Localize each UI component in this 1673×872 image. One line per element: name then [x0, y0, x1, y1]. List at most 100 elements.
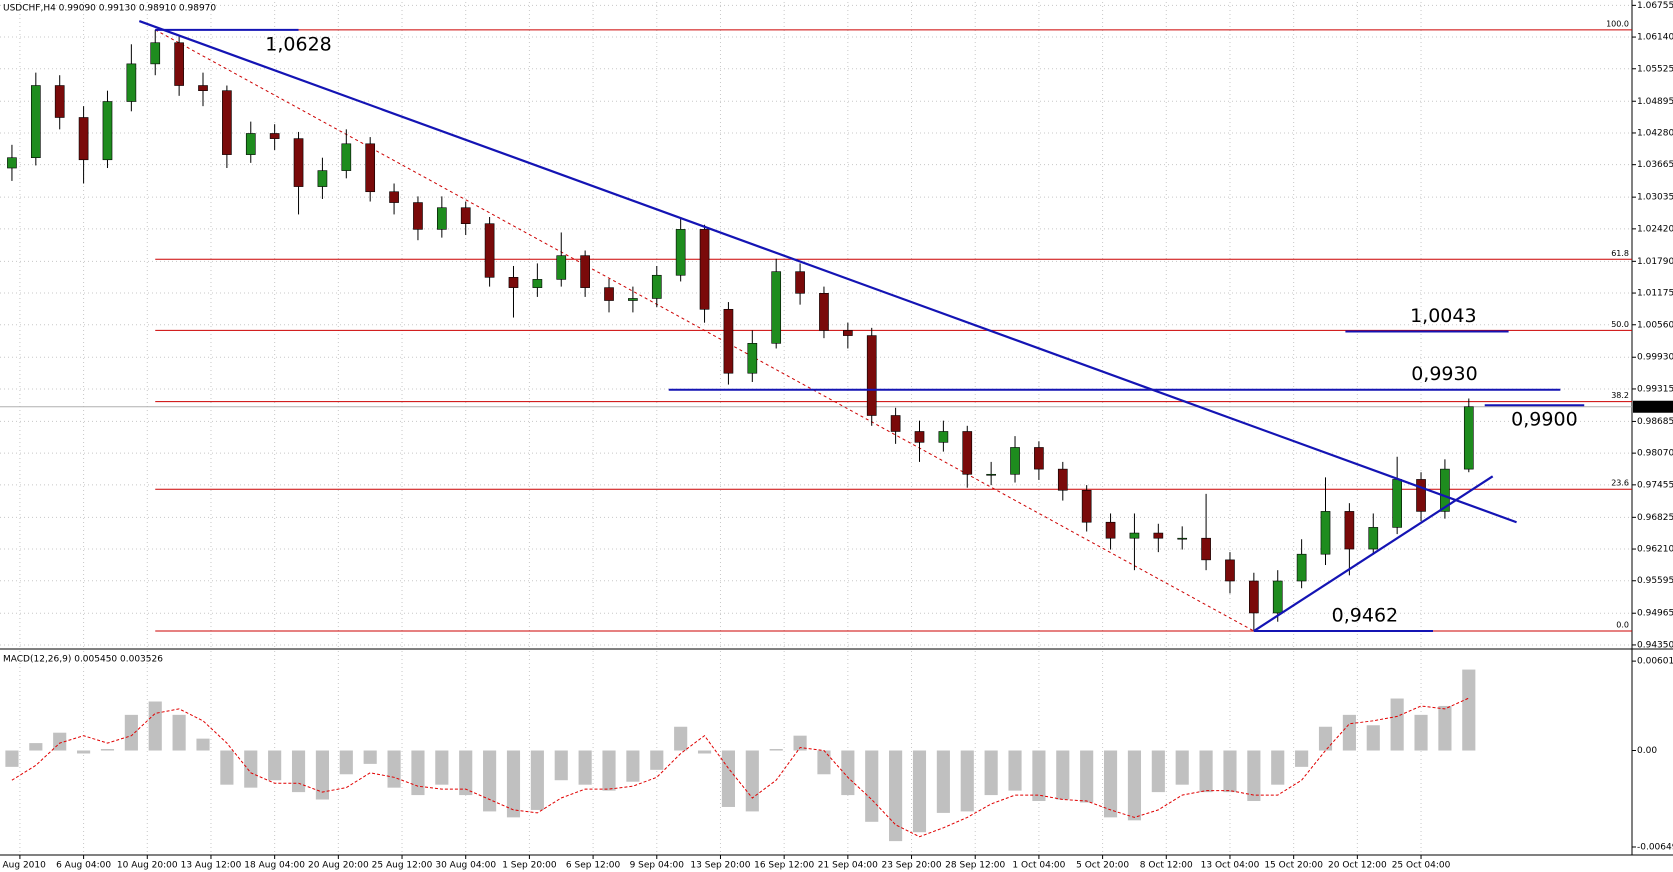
candle-body [914, 431, 925, 443]
candle-body [1153, 532, 1164, 539]
macd-bar [1462, 669, 1476, 751]
candle-body [819, 293, 829, 331]
macd-bar [554, 750, 568, 781]
trendline [138, 20, 1517, 524]
macd-bar [1056, 750, 1070, 800]
x-tick-label: 20 Oct 12:00 [1328, 861, 1387, 871]
macd-bar [602, 750, 616, 791]
x-tick-label: 16 Sep 12:00 [754, 861, 814, 871]
candle-body [1440, 468, 1450, 512]
candle-body [771, 271, 782, 344]
y-tick-label: 0.00 [1637, 746, 1657, 756]
y-tick-label: 0.99315 [1637, 384, 1673, 394]
macd-bar [841, 750, 855, 796]
candle-body [1010, 447, 1020, 475]
macd-bar [1008, 750, 1022, 791]
candle-body [7, 157, 17, 169]
x-tick-label: 13 Oct 04:00 [1201, 861, 1260, 871]
macd-bar [865, 750, 879, 822]
candle-body [1057, 468, 1068, 491]
macd-bar [506, 750, 521, 818]
candle-body [986, 473, 996, 476]
macd-bar [1318, 726, 1333, 751]
macd-bar [220, 750, 234, 785]
fib-label: 23.6 [1611, 479, 1629, 488]
macd-bar [435, 750, 449, 785]
x-tick-label: 28 Sep 12:00 [945, 861, 1005, 871]
candle-body [150, 42, 161, 65]
candle-body [1081, 489, 1092, 523]
y-tick-label: 1.00560 [1637, 320, 1673, 330]
candle-body [1463, 406, 1474, 470]
candle-body [1416, 479, 1426, 512]
macd-bar [697, 750, 712, 754]
candle-body [1105, 521, 1116, 539]
candle-body [293, 138, 304, 187]
y-tick-label: 0.99930 [1637, 353, 1673, 363]
y-tick-label: 1.04895 [1637, 97, 1673, 107]
candle-body [723, 308, 734, 374]
candle-body [1177, 537, 1188, 540]
macd-bar [315, 750, 329, 800]
y-tick-label: 1.03035 [1637, 193, 1673, 203]
macd-bar [387, 750, 401, 788]
macd-bar [674, 726, 688, 751]
macd-bar [626, 750, 640, 782]
candle-body [1225, 559, 1235, 582]
candle-body [1392, 479, 1402, 528]
x-tick-label: 9 Sep 04:00 [630, 861, 685, 871]
candle-body [389, 191, 399, 203]
y-tick-label: 0.95595 [1637, 576, 1673, 586]
x-tick-label: 3 Aug 2010 [0, 861, 46, 871]
fib-label: 61.8 [1611, 249, 1629, 258]
candle-body [1034, 447, 1044, 470]
macd-bar [1414, 714, 1428, 751]
macd-title: MACD(12,26,9) 0.005450 0.003526 [3, 655, 163, 665]
macd-bar [77, 750, 91, 754]
candle-body [843, 330, 853, 336]
macd-bar [100, 749, 115, 751]
x-tick-label: 15 Oct 20:00 [1264, 861, 1323, 871]
candle-body [699, 229, 710, 310]
macd-bar [1080, 750, 1094, 803]
macd-bar [148, 701, 162, 751]
x-tick-label: 6 Sep 12:00 [566, 861, 621, 871]
candle-body [1129, 532, 1140, 539]
x-tick-label: 10 Aug 20:00 [117, 861, 178, 871]
x-tick-label: 25 Oct 04:00 [1392, 861, 1451, 871]
x-tick-label: 1 Oct 04:00 [1012, 861, 1065, 871]
candle-body [222, 90, 232, 155]
candle-body [962, 431, 973, 475]
macd-bar [1032, 750, 1046, 802]
x-tick-label: 1 Sep 20:00 [502, 861, 557, 871]
candle-body [628, 298, 638, 301]
macd-bar [1271, 750, 1285, 785]
y-tick-label: 1.06140 [1637, 33, 1673, 43]
last-price-box [1633, 400, 1673, 413]
candle-body [508, 277, 519, 288]
macd-bar [459, 750, 473, 796]
candle-body [1320, 511, 1331, 555]
fib-label: 0.0 [1616, 621, 1629, 630]
candle-body [604, 287, 614, 301]
trendline [1253, 475, 1494, 632]
macd-bar [578, 750, 592, 785]
candle-body [269, 133, 280, 139]
candle-body [413, 202, 423, 230]
x-tick-label: 18 Aug 04:00 [244, 861, 305, 871]
macd-bar [650, 750, 664, 770]
fib-trend [154, 29, 1255, 632]
macd-bar [960, 750, 974, 812]
y-tick-label: 0.006019 [1637, 657, 1673, 667]
y-tick-label: 1.04280 [1637, 128, 1673, 138]
y-tick-label: -0.006495 [1637, 842, 1673, 852]
x-tick-label: 6 Aug 04:00 [56, 861, 111, 871]
candle-body [556, 255, 567, 280]
macd-bar [1295, 750, 1309, 767]
x-tick-label: 8 Oct 12:00 [1140, 861, 1193, 871]
macd-bar [530, 750, 544, 810]
macd-bar [339, 750, 353, 775]
macd-bar [889, 750, 903, 842]
y-tick-label: 0.98070 [1637, 449, 1673, 459]
